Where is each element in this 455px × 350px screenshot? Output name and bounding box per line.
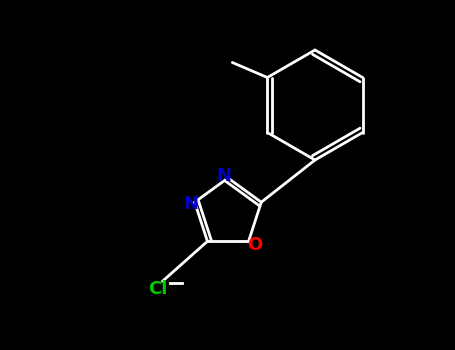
Text: N: N [217,167,232,185]
Text: O: O [247,236,262,254]
Text: N: N [183,195,198,213]
Text: Cl: Cl [148,280,167,298]
